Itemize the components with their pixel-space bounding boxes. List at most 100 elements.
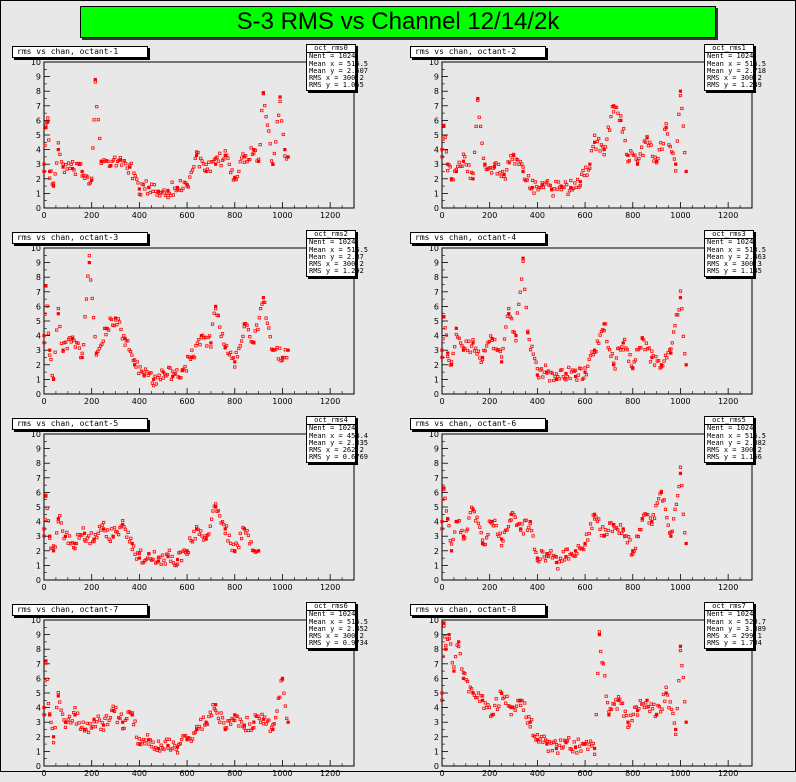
stats-box: oct_rms7 Nent = 1024 Mean x = 520.7 Mean y … [704,602,766,649]
data-point [440,527,444,531]
y-tick-label: 8 [434,459,439,468]
data-point [47,138,51,142]
data-point [210,322,215,326]
data-point [260,712,264,717]
data-point [248,157,252,162]
data-point [235,355,240,359]
data-point [505,528,509,532]
x-tick-label: 1000 [272,397,292,406]
stats-rms-y: RMS y = 1.292 [309,267,364,276]
data-point [490,713,494,717]
data-point [622,127,626,131]
data-point [450,661,454,665]
data-point [264,316,268,320]
data-point [509,706,513,710]
data-point [644,341,648,345]
data-point [141,183,146,187]
data-point [223,527,227,531]
data-point [655,501,659,505]
data-point [513,162,517,166]
data-point [179,376,183,380]
stats-rms-y: RMS y = 1.166 [707,453,762,462]
data-point [535,738,539,742]
data-point [66,718,70,722]
data-point [42,334,46,338]
y-tick-label: 10 [31,244,41,253]
data-point [575,751,579,755]
data-point [598,333,602,337]
data-point [528,720,532,724]
data-point [113,316,118,320]
data-point [628,353,632,357]
data-point [655,159,659,163]
data-point [133,358,137,362]
data-point [126,530,130,534]
data-point [621,527,625,531]
data-point [510,157,514,162]
data-point [453,345,457,349]
data-point [166,555,170,559]
data-point [46,701,51,706]
data-point [185,549,189,553]
data-point [51,377,56,382]
data-point [73,706,77,710]
data-point [183,364,187,369]
data-point [119,712,123,716]
data-point [625,541,629,545]
data-point [158,194,162,198]
data-point [572,740,576,744]
data-point [89,278,93,282]
stats-rms-y: RMS y = 0.9734 [309,639,369,648]
x-tick-label: 400 [530,397,545,406]
data-point [669,351,673,355]
data-point [470,687,474,691]
data-point [214,703,218,707]
data-point [95,720,99,724]
data-point [652,702,656,706]
y-tick-label: 4 [36,146,41,155]
data-point [254,323,259,327]
plot-area [441,433,753,581]
data-point [603,674,607,678]
data-point [261,717,265,721]
data-point [558,738,563,742]
data-point [518,290,522,294]
data-point [257,549,261,553]
data-point [90,178,94,182]
data-point [546,749,550,753]
data-point [631,549,635,553]
data-point [567,365,571,370]
data-point [48,534,52,538]
data-point [192,165,196,169]
data-point [582,547,586,552]
data-point [275,709,279,713]
data-point [442,486,446,490]
y-tick-label: 2 [36,175,41,184]
data-point [661,142,666,146]
data-point [84,297,89,301]
data-point [166,743,170,748]
data-point [474,346,478,350]
data-point [639,346,643,350]
data-point [524,305,528,310]
x-tick-label: 600 [577,397,592,406]
data-point [223,153,227,158]
data-point [457,519,461,523]
data-point [664,122,668,126]
data-point [548,183,552,188]
data-point [673,507,677,511]
data-point [573,368,578,372]
data-point [664,691,668,695]
data-point [238,531,242,536]
data-point [554,746,559,751]
data-point [534,550,538,554]
stats-rms-x: RMS x = 300.2 [707,74,762,83]
stats-name: oct_rms3 [705,230,753,240]
data-point [46,116,50,120]
data-point [483,701,487,705]
x-tick-label: 200 [84,211,99,220]
x-tick-label: 800 [227,397,242,406]
data-point [109,317,114,322]
data-point [87,260,91,265]
data-point [583,370,587,374]
